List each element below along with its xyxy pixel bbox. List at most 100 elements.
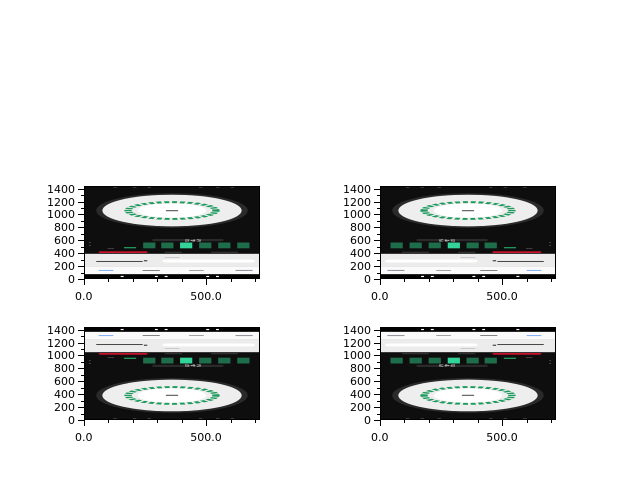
x-tick — [551, 279, 553, 282]
tile — [409, 242, 422, 249]
y-tick-label: 1400 — [47, 323, 75, 337]
x-tick — [84, 279, 85, 285]
x-tick — [157, 420, 159, 423]
y-tick — [78, 420, 84, 421]
y-tick — [377, 374, 380, 376]
x-tick — [132, 279, 134, 282]
tile — [428, 357, 441, 364]
x-tick — [477, 279, 479, 282]
tile — [390, 357, 403, 364]
y-tick — [81, 272, 84, 274]
y-tick-label: 600 — [54, 375, 75, 389]
x-tick — [132, 420, 134, 423]
x-tick — [551, 420, 553, 423]
y-tick — [374, 188, 380, 190]
y-tick — [81, 259, 84, 261]
y-tick — [374, 240, 380, 242]
x-tick — [428, 420, 430, 423]
y-tick-label: 600 — [350, 234, 371, 248]
x-tick — [477, 420, 479, 423]
x-tick — [502, 279, 504, 285]
y-tick-label: 200 — [350, 401, 371, 415]
x-tick — [108, 420, 110, 423]
y-tick-label: 200 — [54, 401, 75, 415]
y-tick — [81, 246, 84, 248]
y-tick-label: 1200 — [343, 336, 371, 350]
tile — [218, 357, 231, 364]
y-tick — [78, 240, 84, 242]
y-tick-label: 200 — [54, 260, 75, 274]
tile — [218, 242, 231, 249]
tile — [484, 242, 497, 249]
x-tick — [380, 420, 381, 426]
y-tick — [377, 413, 380, 415]
y-tick — [81, 413, 84, 415]
x-tick-label: 0.0 — [371, 431, 389, 444]
y-tick — [81, 361, 84, 363]
y-tick — [78, 355, 84, 357]
y-tick — [374, 420, 380, 421]
tile — [161, 242, 174, 249]
x-tick — [255, 279, 257, 282]
y-tick — [377, 259, 380, 261]
info-bar-text: 542 — [184, 239, 202, 242]
x-tick-label: 0.0 — [75, 290, 93, 303]
y-tick — [78, 253, 84, 255]
status-bar — [380, 274, 556, 279]
y-tick — [374, 355, 380, 357]
status-bar — [380, 327, 556, 332]
y-tick — [374, 214, 380, 216]
info-bar — [416, 238, 488, 242]
y-tick — [81, 336, 84, 338]
subplot-top-left: 542 0.0 500.0 0 200 400 600 800 1000 1200 1400 — [47, 184, 260, 302]
tile — [180, 357, 193, 364]
y-tick — [374, 381, 380, 383]
x-tick — [181, 279, 183, 282]
y-tick-label: 1200 — [47, 336, 75, 350]
y-tick — [81, 387, 84, 389]
image: 542 — [84, 327, 260, 420]
y-tick — [78, 329, 84, 331]
y-tick-label: 800 — [350, 362, 371, 376]
y-tick-label: 600 — [350, 375, 371, 389]
tile — [466, 357, 479, 364]
x-tick — [206, 420, 208, 426]
y-tick — [78, 394, 84, 396]
y-tick-label: 1000 — [47, 349, 75, 363]
info-bar — [152, 238, 224, 242]
nav-row — [380, 266, 556, 275]
x-tick — [380, 279, 381, 285]
nav-row — [84, 331, 260, 340]
y-tick — [377, 272, 380, 274]
x-tick — [428, 279, 430, 282]
y-tick-label: 600 — [54, 234, 75, 248]
y-tick-label: 800 — [350, 221, 371, 235]
x-tick-label: 500.0 — [486, 290, 518, 303]
x-tick — [206, 279, 208, 285]
tile — [237, 357, 250, 364]
y-tick — [374, 227, 380, 229]
tile — [161, 357, 174, 364]
x-tick — [255, 420, 257, 423]
tile — [390, 242, 403, 249]
y-tick-label: 800 — [54, 362, 75, 376]
subplot-top-right: 542 0.0 500.0 0 200 400 600 800 1000 1200 1400 — [343, 184, 556, 302]
y-tick-label: 1400 — [343, 182, 371, 196]
tile — [237, 242, 250, 249]
tab-indicator — [98, 251, 148, 253]
image: 542 — [84, 186, 260, 279]
y-tick — [81, 348, 84, 350]
y-tick — [81, 374, 84, 376]
y-tick-label: 800 — [54, 221, 75, 235]
nav-row — [84, 266, 260, 275]
tile — [143, 357, 156, 364]
x-tick — [230, 420, 232, 423]
y-tick — [377, 387, 380, 389]
y-tick — [377, 246, 380, 248]
x-tick — [157, 279, 159, 282]
x-tick — [453, 420, 455, 423]
tile — [466, 242, 479, 249]
y-tick-label: 0 — [364, 414, 371, 427]
info-bar — [152, 364, 224, 368]
y-tick-label: 1400 — [343, 323, 371, 337]
